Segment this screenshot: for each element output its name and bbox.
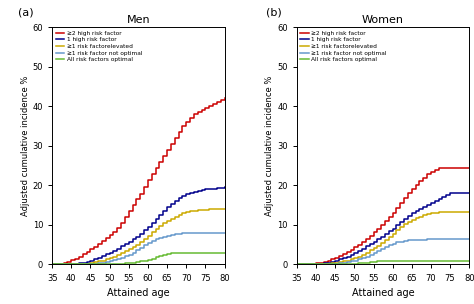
Y-axis label: Adjusted cumulative incidence %: Adjusted cumulative incidence %	[265, 76, 274, 216]
X-axis label: Attained age: Attained age	[352, 288, 414, 298]
Legend: ≥2 high risk factor, 1 high risk factor, ≥1 risk factorelevated, ≥1 risk factor : ≥2 high risk factor, 1 high risk factor,…	[54, 29, 144, 64]
Text: (a): (a)	[18, 8, 33, 18]
X-axis label: Attained age: Attained age	[107, 288, 170, 298]
Text: (b): (b)	[266, 8, 282, 18]
Legend: ≥2 high risk factor, 1 high risk factor, ≥1 risk factorelevated, ≥1 risk factor : ≥2 high risk factor, 1 high risk factor,…	[299, 29, 389, 64]
Y-axis label: Adjusted cumulative incidence %: Adjusted cumulative incidence %	[21, 76, 30, 216]
Title: Women: Women	[362, 15, 404, 25]
Title: Men: Men	[127, 15, 150, 25]
